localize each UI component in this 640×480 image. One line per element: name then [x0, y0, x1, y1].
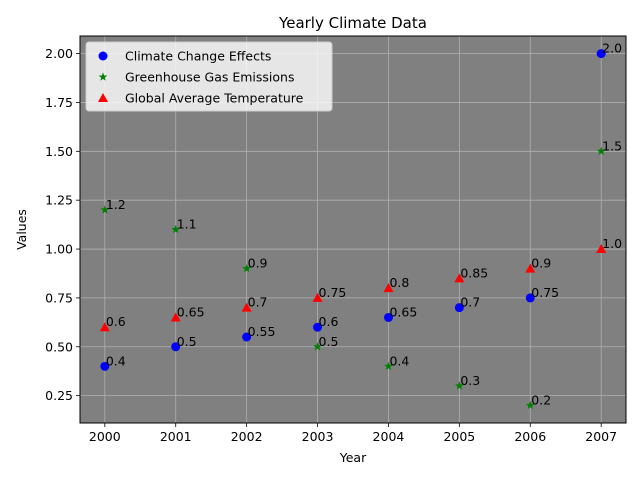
- greenhouse-gas-emissions-data-label: 0.3: [460, 373, 480, 388]
- legend-marker-climate-change-effects: [98, 51, 108, 61]
- legend-box: [85, 41, 333, 112]
- global-average-temperature-data-label: 0.6: [106, 314, 126, 329]
- legend-marker-greenhouse-gas-emissions: [98, 72, 108, 81]
- axis-ticks: 2000 2001 2002 2003 2004 2005 2006 20070.250.50…: [45, 46, 617, 444]
- climate-change-effects-point: [525, 293, 535, 303]
- global-average-temperature-point: [454, 273, 465, 283]
- legend-entry-climate-change-effects: Climate Change Effects: [125, 49, 271, 64]
- x-tick-label: 2007: [585, 429, 617, 444]
- greenhouse-gas-emissions-point: [242, 263, 252, 273]
- global-average-temperature-data-label: 1.0: [602, 236, 622, 251]
- global-average-temperature-data-label: 0.8: [389, 275, 409, 290]
- greenhouse-gas-emissions-data-label: 0.5: [319, 334, 339, 349]
- greenhouse-gas-emissions-point: [384, 361, 393, 371]
- greenhouse-gas-emissions-data-label: 0.2: [531, 392, 551, 407]
- global-average-temperature-point: [525, 263, 536, 273]
- climate-change-effects-data-label: 0.65: [389, 304, 417, 319]
- climate-change-effects-point: [313, 322, 323, 332]
- climate-change-effects-point: [171, 342, 181, 352]
- greenhouse-gas-emissions-data-label: 1.1: [177, 217, 197, 232]
- y-tick-label: 1.25: [45, 193, 73, 208]
- x-axis-label: Year: [339, 450, 367, 465]
- grid-lines: [80, 36, 626, 423]
- x-tick-label: 2005: [443, 429, 475, 444]
- y-tick-label: 0.75: [45, 290, 73, 305]
- legend: Climate Change Effects Greenhouse Gas Emi…: [85, 41, 333, 112]
- global-average-temperature-point: [596, 244, 607, 254]
- x-tick-label: 2001: [160, 429, 192, 444]
- climate-change-effects-point: [242, 332, 252, 342]
- global-average-temperature-data-label: 0.9: [531, 256, 551, 271]
- legend-entry-greenhouse-gas-emissions: Greenhouse Gas Emissions: [125, 70, 294, 85]
- climate-change-effects-data-label: 0.4: [106, 353, 126, 368]
- data-labels: 0.4 0.5 0.55 0.6 0.65 0.7 0.75 2.0 1.2 1.1 0.9 0.5 0…: [106, 41, 622, 408]
- global-average-temperature-point: [99, 322, 110, 332]
- climate-change-effects-data-label: 0.5: [177, 334, 197, 349]
- x-tick-label: 2006: [514, 429, 546, 444]
- global-average-temperature-data-label: 0.65: [177, 304, 205, 319]
- climate-change-effects-data-label: 0.55: [248, 324, 276, 339]
- greenhouse-gas-emissions-point: [596, 146, 606, 156]
- global-average-temperature-point: [170, 312, 181, 322]
- greenhouse-gas-emissions-point: [525, 400, 535, 410]
- climate-change-effects-data-label: 0.75: [531, 285, 559, 300]
- y-tick-label: 1.75: [45, 95, 73, 110]
- y-tick-label: 0.25: [45, 388, 73, 403]
- x-tick-label: 2003: [302, 429, 334, 444]
- climate-change-effects-point: [596, 49, 606, 59]
- legend-entry-global-average-temperature: Global Average Temperature: [125, 91, 304, 106]
- x-tick-label: 2000: [89, 429, 121, 444]
- greenhouse-gas-emissions-data-label: 0.9: [248, 256, 268, 271]
- global-average-temperature-data-label: 0.7: [248, 295, 268, 310]
- y-tick-label: 1.00: [45, 242, 73, 257]
- greenhouse-gas-emissions-point: [171, 224, 181, 234]
- greenhouse-gas-emissions-point: [313, 342, 322, 351]
- data-marks: [99, 49, 607, 410]
- greenhouse-gas-emissions-point: [454, 381, 464, 390]
- global-average-temperature-point: [383, 283, 394, 293]
- y-tick-label: 2.00: [45, 46, 73, 61]
- climate-change-effects-data-label: 0.6: [319, 314, 339, 329]
- y-tick-label: 0.50: [45, 339, 73, 354]
- y-tick-label: 1.50: [45, 144, 73, 159]
- global-average-temperature-point: [312, 292, 323, 302]
- x-tick-label: 2004: [373, 429, 405, 444]
- y-axis-label: Values: [14, 209, 29, 250]
- climate-change-effects-point: [454, 303, 464, 313]
- global-average-temperature-point: [241, 302, 252, 312]
- global-average-temperature-data-label: 0.75: [319, 285, 347, 300]
- chart-title: Yearly Climate Data: [278, 14, 427, 32]
- greenhouse-gas-emissions-data-label: 1.2: [106, 197, 126, 212]
- greenhouse-gas-emissions-point: [100, 205, 110, 214]
- climate-change-effects-point: [383, 312, 393, 322]
- x-tick-label: 2002: [231, 429, 263, 444]
- climate-change-effects-point: [100, 361, 110, 371]
- greenhouse-gas-emissions-data-label: 0.4: [389, 353, 409, 368]
- legend-marker-global-average-temperature: [98, 93, 108, 102]
- global-average-temperature-data-label: 0.85: [460, 265, 488, 280]
- climate-change-effects-data-label: 2.0: [602, 41, 622, 56]
- greenhouse-gas-emissions-data-label: 1.5: [602, 138, 622, 153]
- climate-change-effects-data-label: 0.7: [460, 295, 480, 310]
- plot-frame: [79, 35, 627, 424]
